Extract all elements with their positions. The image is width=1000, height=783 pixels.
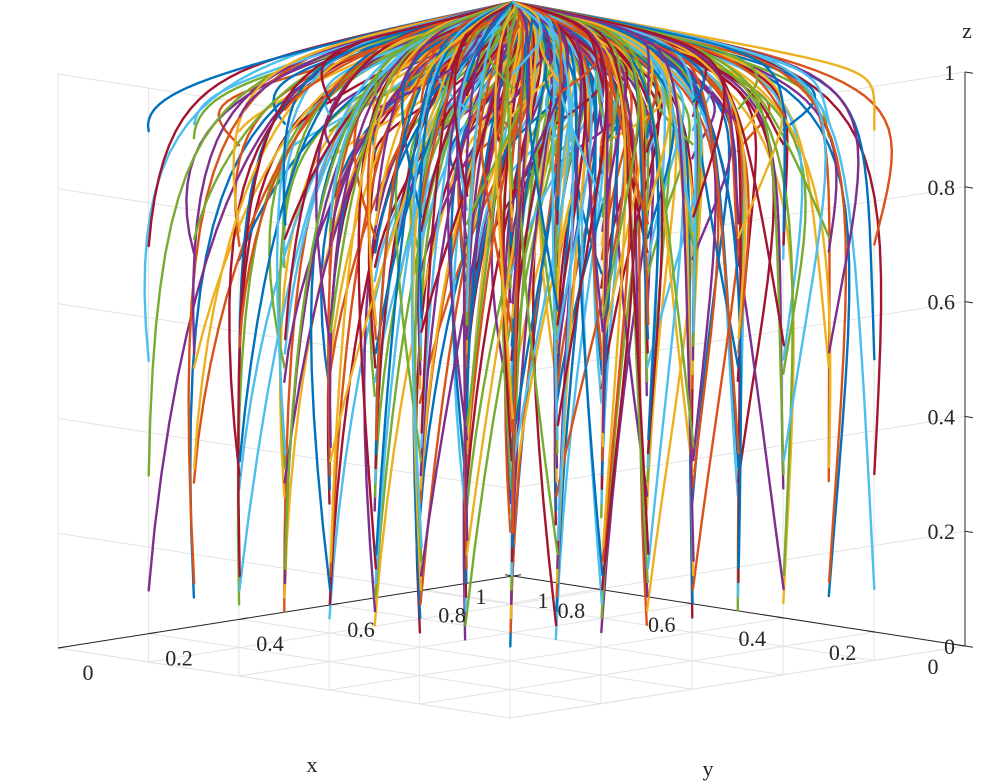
z-tick-label: 0 bbox=[944, 634, 955, 659]
x-tick-label: 1 bbox=[476, 584, 487, 609]
series-layer bbox=[143, 0, 893, 648]
x-tick-label: 0 bbox=[928, 654, 939, 679]
grid-line bbox=[239, 618, 693, 690]
y-tick-mark bbox=[148, 631, 158, 635]
trajectory-line bbox=[511, 0, 650, 96]
z-tick-label: 0.4 bbox=[928, 404, 956, 429]
grid-line bbox=[421, 589, 875, 661]
x-axis-line bbox=[512, 575, 966, 647]
trajectory-line bbox=[511, 0, 562, 197]
z-axis-label: z bbox=[962, 18, 972, 43]
x-tick-mark bbox=[866, 630, 875, 633]
grid-line bbox=[330, 604, 784, 676]
trajectory-line bbox=[453, 0, 515, 197]
trajectory-line bbox=[511, 0, 786, 232]
z-tick-mark bbox=[964, 530, 974, 533]
y-tick-label: 0.4 bbox=[256, 631, 284, 656]
x-tick-label: 0.6 bbox=[648, 612, 676, 637]
z-tick-label: 0.6 bbox=[928, 290, 956, 315]
y-tick-label: 1 bbox=[538, 588, 549, 613]
grid-line bbox=[329, 617, 785, 691]
trajectory-line bbox=[511, 0, 574, 541]
grid-line bbox=[419, 631, 875, 705]
trajectory-line bbox=[506, 0, 518, 190]
trajectory-line bbox=[375, 0, 515, 441]
grid-line bbox=[148, 589, 604, 663]
grid-line bbox=[238, 603, 694, 677]
x-tick-label: 0.4 bbox=[738, 626, 766, 651]
grid-line bbox=[57, 647, 511, 719]
x-axis-label: x bbox=[307, 752, 318, 777]
z-tick-mark bbox=[964, 645, 974, 648]
axes-layer bbox=[57, 71, 974, 649]
z-tick-mark bbox=[964, 186, 974, 189]
trajectory-line bbox=[511, 0, 640, 319]
x-tick-label: 0.2 bbox=[829, 640, 857, 665]
y-tick-label: 0.6 bbox=[347, 617, 375, 642]
trajectory-line bbox=[511, 0, 876, 131]
trajectory-line bbox=[374, 0, 515, 97]
y-axis-label: y bbox=[703, 756, 714, 781]
trajectory-line bbox=[511, 0, 560, 82]
y-tick-mark bbox=[57, 646, 67, 649]
x-tick-label: 0.8 bbox=[558, 598, 586, 623]
x-tick-mark bbox=[956, 644, 966, 647]
z-tick-mark bbox=[964, 415, 974, 419]
z-tick-label: 0.8 bbox=[928, 175, 956, 200]
z-tick-mark bbox=[964, 71, 974, 74]
trajectory-line bbox=[511, 0, 726, 218]
trajectory-line bbox=[511, 0, 543, 75]
trajectory-line bbox=[466, 0, 515, 82]
trajectory-line bbox=[320, 0, 515, 104]
y-axis-line bbox=[57, 575, 514, 649]
z-tick-label: 1 bbox=[944, 60, 955, 85]
y-tick-mark bbox=[421, 588, 431, 591]
y-tick-mark bbox=[512, 574, 522, 577]
trajectory-line bbox=[419, 0, 515, 233]
z-tick-label: 0.2 bbox=[928, 519, 956, 544]
trajectory-line bbox=[418, 0, 515, 319]
y-tick-label: 0 bbox=[83, 660, 94, 685]
labels-layer: 0 0.2 0.4 0.6 0.8 1 0 0.2 0.4 0.6 0.8 1 0 0.2 0.4 0.6 0.… bbox=[83, 18, 973, 781]
z-tick-mark bbox=[964, 301, 974, 304]
trajectory-line bbox=[494, 0, 517, 420]
y-tick-label: 0.2 bbox=[165, 646, 193, 671]
y-tick-label: 0.8 bbox=[438, 602, 466, 627]
x-tick-mark bbox=[776, 616, 785, 619]
trajectory-line bbox=[511, 0, 608, 427]
grid-line bbox=[148, 633, 602, 705]
trajectory-line bbox=[462, 0, 515, 542]
trajectory-line bbox=[315, 0, 515, 348]
trajectory-line bbox=[420, 0, 515, 90]
y-tick-mark bbox=[239, 617, 249, 620]
y-tick-mark bbox=[330, 603, 340, 606]
grid-line bbox=[509, 645, 966, 719]
